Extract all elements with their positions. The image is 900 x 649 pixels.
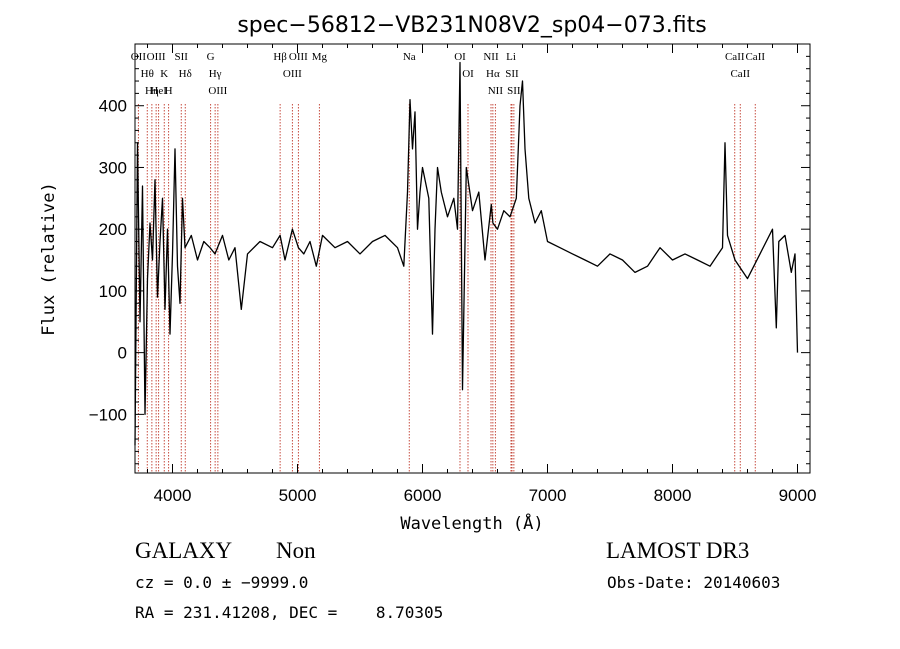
y-axis-label: Flux (relative) — [39, 182, 59, 336]
coordinates-line: RA = 231.41208, DEC = 8.70305 — [135, 603, 444, 622]
marker-label-1: Hθ — [141, 68, 154, 80]
y-tick-label-0: 0 — [118, 344, 127, 363]
survey-name: LAMOST DR3 — [606, 538, 750, 563]
chart-title: spec−56812−VB231N08V2_sp04−073.fits — [237, 13, 706, 38]
marker-label-20: Hα — [486, 68, 500, 80]
marker-label-3: OIII — [147, 51, 166, 63]
spectrum-line — [134, 61, 799, 446]
object-subclass: Non — [276, 538, 316, 563]
marker-label-26: CaII — [730, 68, 750, 80]
marker-label-16: Na — [403, 51, 416, 63]
marker-label-13: OIII — [283, 68, 302, 80]
object-class: GALAXY — [135, 538, 233, 563]
marker-label-15: Mg — [312, 51, 328, 63]
x-tick-label-7000: 7000 — [529, 486, 567, 505]
marker-label-25: CaII — [725, 51, 745, 63]
y-tick-label-100: 100 — [99, 282, 127, 301]
marker-label-8: Hδ — [179, 68, 192, 80]
x-tick-label-9000: 9000 — [779, 486, 817, 505]
x-axis: 4000 5000 6000 7000 8000 9000 — [147, 44, 817, 505]
marker-label-5: K — [160, 68, 168, 80]
marker-label-11: OIII — [208, 85, 227, 97]
marker-label-18: OI — [462, 68, 474, 80]
marker-label-10: Hγ — [209, 68, 222, 80]
marker-label-24: SII — [507, 85, 521, 97]
marker-label-23: SII — [505, 68, 519, 80]
observation-date: Obs-Date: 20140603 — [607, 573, 781, 592]
marker-label-7: SII — [175, 51, 189, 63]
marker-label-9: G — [207, 51, 215, 63]
y-tick-label-300: 300 — [99, 158, 127, 177]
redshift-line: cz = 0.0 ± −9999.0 — [135, 573, 309, 592]
x-axis-label: Wavelength (Å) — [400, 512, 543, 534]
y-tick-label-400: 400 — [99, 97, 127, 116]
y-tick-label-200: 200 — [99, 220, 127, 239]
spectral-line-markers — [137, 104, 756, 473]
marker-label-12: Hβ — [273, 51, 287, 63]
marker-label-17: OI — [454, 51, 466, 63]
x-tick-label-5000: 5000 — [279, 486, 317, 505]
marker-label-4: HeI — [150, 85, 167, 97]
x-tick-label-6000: 6000 — [404, 486, 442, 505]
marker-label-22: Li — [506, 51, 516, 63]
marker-label-6: H — [165, 85, 173, 97]
marker-label-2: Hη — [145, 85, 159, 97]
marker-label-0: OII — [131, 51, 147, 63]
marker-label-27: CaII — [745, 51, 765, 63]
marker-label-14: OIII — [289, 51, 308, 63]
y-tick-label--100: −100 — [89, 405, 127, 424]
x-tick-label-8000: 8000 — [654, 486, 692, 505]
x-tick-label-4000: 4000 — [154, 486, 192, 505]
marker-label-19: NII — [483, 51, 499, 63]
marker-label-21: NII — [488, 85, 504, 97]
y-axis: −100 0 100 200 300 400 — [89, 55, 810, 465]
